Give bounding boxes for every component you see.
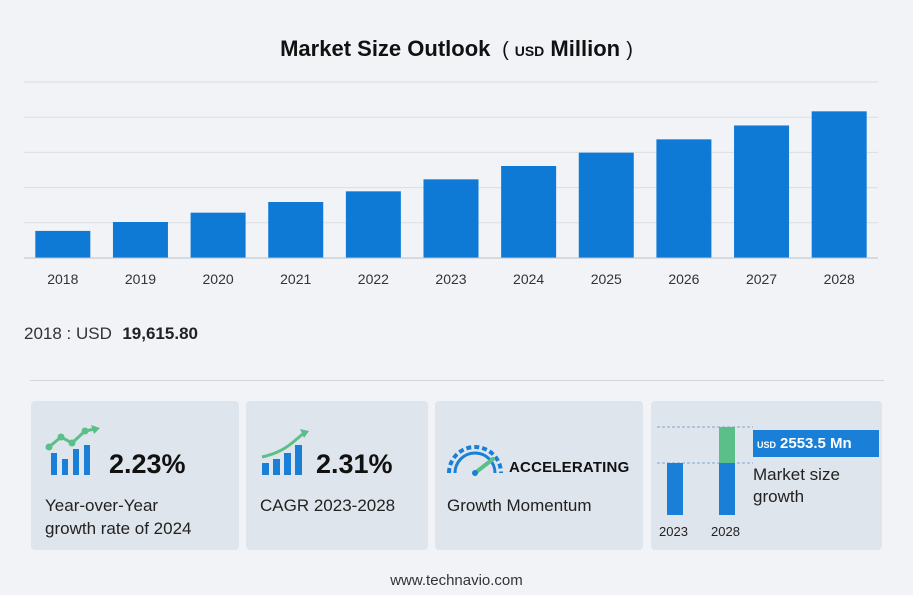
bar-2019 — [112, 222, 168, 258]
momentum-card: ACCELERATING Growth Momentum — [435, 401, 643, 550]
bar-2021 — [268, 202, 324, 258]
footer-url[interactable]: www.technavio.com — [390, 572, 523, 589]
cagr-label: CAGR 2023-2028 — [260, 496, 396, 515]
bar-2020 — [190, 212, 246, 258]
x-tick-label-2021: 2021 — [280, 271, 311, 287]
market-size-bar-chart: 2018 2019 2020 2021 2022 2023 2024 2025 2026 2027… — [24, 81, 878, 287]
x-tick-label-2022: 2022 — [358, 271, 389, 287]
section-divider — [30, 380, 884, 381]
market-growth-card: USD 2553.5 Mn Market size growth 2023 202… — [651, 401, 882, 550]
bar-2026 — [656, 139, 712, 258]
yoy-value: 2.23% — [109, 449, 186, 479]
yoy-label-line1: Year-over-Year — [45, 496, 159, 515]
momentum-value: ACCELERATING — [509, 459, 630, 476]
yoy-label: Year-over-Year growth rate of 2024 — [45, 494, 191, 540]
bar-2027 — [734, 125, 790, 258]
bar-2024 — [501, 166, 557, 258]
chart-growth-icon — [45, 425, 100, 475]
title-paren-close: ) — [626, 39, 633, 61]
cagr-card: 2.31% CAGR 2023-2028 — [246, 401, 428, 550]
cagr-value: 2.31% — [316, 449, 393, 479]
yoy-card: 2.23% Year-over-Year growth rate of 2024 — [31, 401, 239, 550]
growth-year-start: 2023 — [659, 524, 688, 539]
title-paren-open: ( — [496, 39, 509, 61]
growth-badge-value: 2553.5 Mn — [780, 435, 852, 452]
yoy-label-line2: growth rate of 2024 — [45, 519, 192, 538]
chart-title-text: Market Size Outlook — [280, 36, 491, 61]
x-tick-label-2023: 2023 — [435, 271, 466, 287]
growth-comparison-icon — [657, 426, 753, 515]
baseline-value: 2018 : USD 19,615.80 — [24, 324, 884, 344]
growth-label-line1: Market size — [753, 465, 840, 484]
growth-badge-unit: USD — [757, 440, 777, 450]
growth-badge: USD 2553.5 Mn — [753, 430, 879, 457]
x-tick-label-2025: 2025 — [591, 271, 622, 287]
x-tick-label-2019: 2019 — [125, 271, 156, 287]
momentum-label: Growth Momentum — [447, 496, 592, 515]
baseline-label: 2018 : USD — [24, 324, 112, 343]
bar-2023 — [423, 179, 479, 258]
baseline-amount: 19,615.80 — [122, 324, 198, 343]
bar-trend-icon — [261, 429, 309, 475]
x-tick-label-2027: 2027 — [746, 271, 777, 287]
growth-year-end: 2028 — [711, 524, 740, 539]
growth-label: Market size growth — [753, 464, 840, 508]
title-unit: Million — [550, 36, 621, 61]
bar-2022 — [345, 191, 401, 258]
x-tick-label-2024: 2024 — [513, 271, 544, 287]
bar-2018 — [35, 230, 91, 258]
x-tick-label-2020: 2020 — [203, 271, 234, 287]
x-tick-label-2026: 2026 — [668, 271, 699, 287]
chart-title: Market Size Outlook ( USD Million ) — [0, 36, 913, 62]
bar-2028 — [811, 111, 867, 258]
x-tick-label-2018: 2018 — [47, 271, 78, 287]
growth-label-line2: growth — [753, 487, 805, 506]
gauge-icon — [447, 445, 503, 476]
bar-2025 — [578, 152, 634, 258]
title-unit-prefix: USD — [514, 43, 545, 59]
x-tick-label-2028: 2028 — [824, 271, 855, 287]
